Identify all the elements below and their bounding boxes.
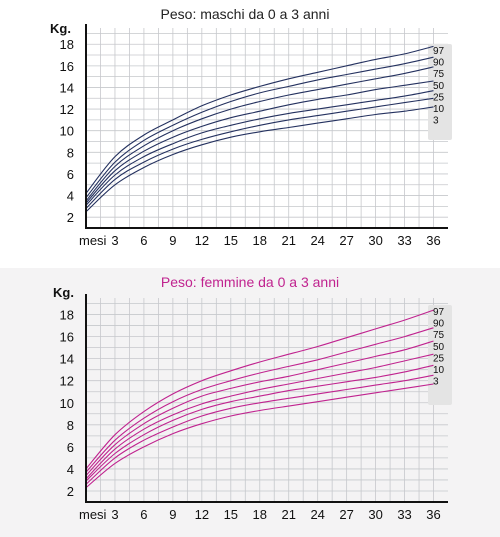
x-tick-label: 27 xyxy=(339,507,353,522)
y-tick-label: 2 xyxy=(67,210,74,225)
series-line-p75 xyxy=(85,66,434,202)
series-label-p90: 90 xyxy=(433,58,445,69)
y-tick-label: 10 xyxy=(60,396,74,411)
series-line-p10 xyxy=(85,374,434,485)
boys-weight-chart: Peso: maschi da 0 a 3 anni Kg. 979075502… xyxy=(50,6,452,248)
x-tick-label: 36 xyxy=(426,233,440,248)
series-line-p25 xyxy=(85,90,434,206)
y-tick-label: 2 xyxy=(67,484,74,499)
y-tick-label: 16 xyxy=(60,59,74,74)
x-tick-label: 33 xyxy=(397,507,411,522)
y-axis-label: Kg. xyxy=(50,21,71,36)
y-tick-label: 4 xyxy=(67,189,74,204)
chart-title: Peso: femmine da 0 a 3 anni xyxy=(161,274,339,290)
x-tick-label: 27 xyxy=(339,233,353,248)
x-tick-label: 30 xyxy=(368,233,382,248)
x-tick-label: 36 xyxy=(426,507,440,522)
series-label-p90: 90 xyxy=(433,319,445,330)
x-tick-label: 21 xyxy=(281,507,295,522)
y-tick-label: 14 xyxy=(60,352,74,367)
x-tick-label: 18 xyxy=(253,507,267,522)
series-label-p75: 75 xyxy=(433,330,445,341)
x-tick-label: 21 xyxy=(281,233,295,248)
series-label-p75: 75 xyxy=(433,69,445,80)
series-label-p3: 3 xyxy=(433,377,439,388)
y-tick-label: 18 xyxy=(60,37,74,52)
chart-title: Peso: maschi da 0 a 3 anni xyxy=(161,6,330,22)
series-line-p3 xyxy=(85,383,434,489)
y-tick-label: 16 xyxy=(60,330,74,345)
x-tick-label: 9 xyxy=(169,507,176,522)
series-line-p50 xyxy=(85,80,434,204)
y-tick-label: 4 xyxy=(67,462,74,477)
series-line-p97 xyxy=(85,45,434,194)
y-tick-label: 8 xyxy=(67,145,74,160)
x-tick-label: 33 xyxy=(397,233,411,248)
x-tick-label: 12 xyxy=(195,233,209,248)
y-tick-label: 6 xyxy=(67,440,74,455)
series-line-p50 xyxy=(85,353,434,480)
x-tick-label: 15 xyxy=(224,507,238,522)
y-tick-label: 12 xyxy=(60,102,74,117)
y-tick-label: 14 xyxy=(60,80,74,95)
series-line-p3 xyxy=(85,106,434,213)
series-line-p25 xyxy=(85,364,434,482)
x-tick-label: 24 xyxy=(310,233,324,248)
x-tick-label: 6 xyxy=(140,233,147,248)
grid-lines xyxy=(86,298,448,502)
x-axis-label: mesi xyxy=(79,233,107,248)
series-label-p50: 50 xyxy=(433,342,445,353)
x-tick-label: 6 xyxy=(140,507,147,522)
x-tick-label: 24 xyxy=(310,507,324,522)
series-label-p97: 97 xyxy=(433,46,445,57)
series-line-p90 xyxy=(85,327,434,473)
y-tick-label: 8 xyxy=(67,418,74,433)
x-axis-label: mesi xyxy=(79,507,107,522)
percentile-label-box xyxy=(428,44,452,140)
y-axis-label: Kg. xyxy=(53,285,74,300)
percentile-label-box xyxy=(428,305,452,405)
series-label-p25: 25 xyxy=(433,92,445,103)
y-tick-label: 10 xyxy=(60,124,74,139)
x-tick-label: 18 xyxy=(253,233,267,248)
series-label-p3: 3 xyxy=(433,116,439,127)
x-tick-label: 3 xyxy=(111,507,118,522)
y-tick-label: 12 xyxy=(60,374,74,389)
girls-weight-chart: Peso: femmine da 0 a 3 anni Kg. 97907550… xyxy=(53,274,452,522)
x-tick-label: 15 xyxy=(224,233,238,248)
y-tick-label: 6 xyxy=(67,167,74,182)
grid-lines xyxy=(86,28,448,228)
series-line-p97 xyxy=(85,309,434,470)
series-line-p90 xyxy=(85,56,434,199)
series-label-p25: 25 xyxy=(433,353,445,364)
series-label-p10: 10 xyxy=(433,365,445,376)
x-tick-label: 30 xyxy=(368,507,382,522)
x-tick-label: 12 xyxy=(195,507,209,522)
series-label-p50: 50 xyxy=(433,81,445,92)
x-tick-label: 3 xyxy=(111,233,118,248)
series-label-p97: 97 xyxy=(433,307,445,318)
series-line-p75 xyxy=(85,340,434,476)
series-label-p10: 10 xyxy=(433,104,445,115)
y-tick-label: 18 xyxy=(60,308,74,323)
series-line-p10 xyxy=(85,97,434,209)
x-tick-label: 9 xyxy=(169,233,176,248)
